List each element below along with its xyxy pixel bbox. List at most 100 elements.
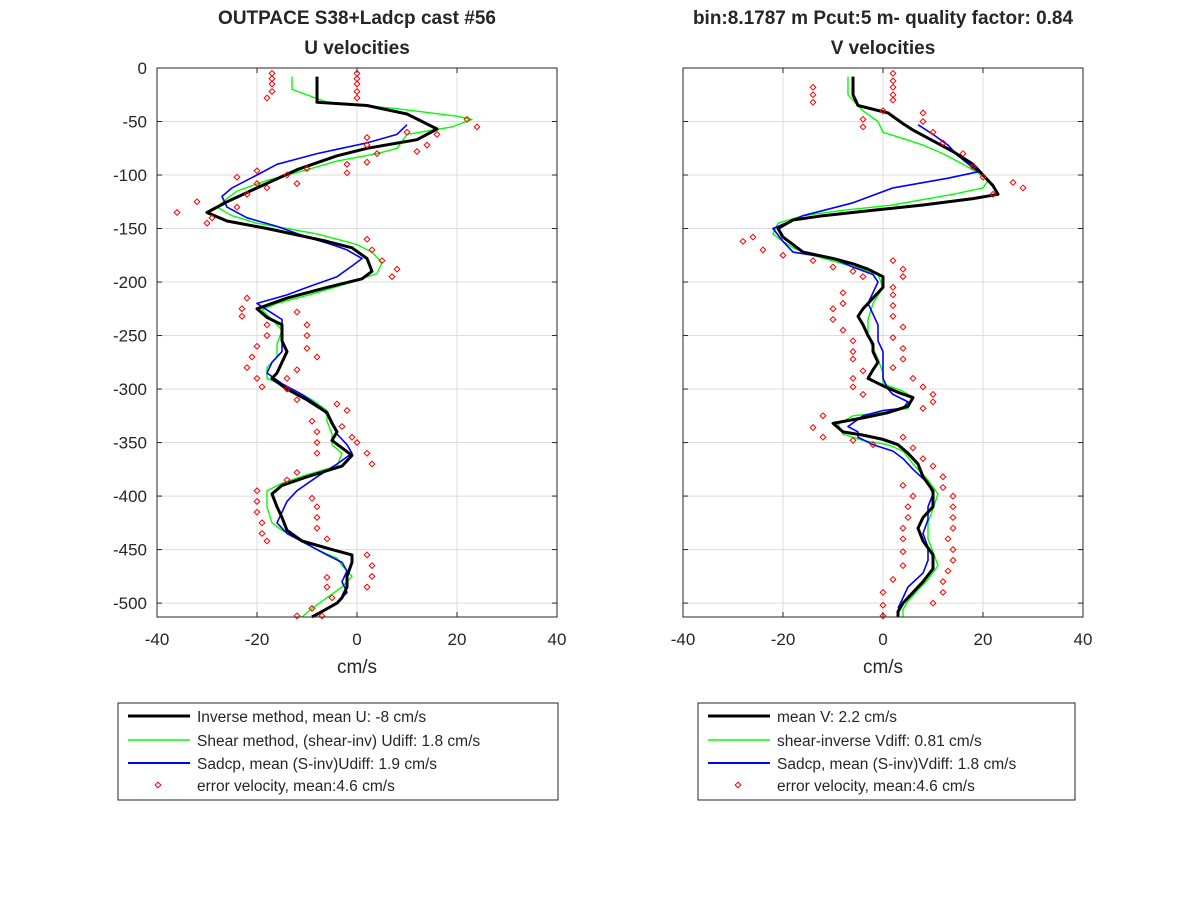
error-velocity-marker: [949, 546, 957, 554]
error-velocity-marker: [363, 551, 371, 559]
error-velocity-marker: [338, 422, 346, 431]
error-velocity-marker: [233, 203, 241, 211]
right-legend-error-label: error velocity, mean:4.6 cm/s: [777, 778, 975, 795]
error-velocity-marker: [253, 342, 261, 350]
error-velocity-marker: [849, 383, 857, 391]
error-velocity-marker: [323, 535, 331, 543]
error-velocity-marker: [268, 80, 276, 88]
error-velocity-marker: [243, 364, 251, 372]
error-velocity-marker: [248, 353, 256, 361]
error-velocity-marker: [293, 396, 301, 404]
error-velocity-marker: [363, 583, 371, 591]
error-velocity-marker: [889, 77, 897, 85]
y-tick-label: -200: [113, 273, 147, 292]
error-velocity-marker: [869, 441, 877, 449]
error-velocity-marker: [889, 364, 897, 372]
error-velocity-marker: [308, 604, 316, 612]
error-velocity-marker: [849, 374, 857, 382]
error-velocity-marker: [944, 567, 952, 575]
y-tick-label: -500: [113, 594, 147, 613]
x-tick-label: 40: [548, 630, 567, 649]
error-velocity-marker: [809, 98, 817, 106]
error-velocity-marker: [919, 383, 927, 391]
error-velocity-marker: [939, 483, 947, 492]
error-velocity-marker: [203, 219, 211, 227]
error-velocity-marker: [263, 321, 271, 329]
error-velocity-marker: [328, 594, 336, 602]
error-velocity-marker: [363, 449, 371, 457]
error-velocity-marker: [989, 190, 997, 198]
error-velocity-marker: [929, 128, 937, 136]
error-velocity-marker: [949, 492, 957, 500]
error-velocity-marker: [283, 385, 291, 393]
error-velocity-marker: [313, 513, 321, 522]
error-velocity-marker: [268, 88, 276, 96]
x-tick-label: 20: [974, 630, 993, 649]
error-velocity-marker: [849, 267, 857, 275]
error-velocity-marker: [859, 367, 867, 375]
x-tick-label: 20: [448, 630, 467, 649]
error-velocity-marker: [208, 214, 216, 222]
error-velocity-marker: [268, 75, 276, 83]
error-velocity-marker: [253, 180, 261, 188]
error-velocity-marker: [939, 473, 947, 481]
x-tick-label: 0: [352, 630, 361, 649]
error-velocity-marker: [829, 263, 837, 271]
error-velocity-marker: [939, 588, 947, 596]
error-velocity-marker: [839, 326, 847, 334]
left-legend-box: [117, 702, 559, 801]
error-velocity-marker: [313, 524, 321, 532]
right-grid: [683, 68, 1083, 617]
error-velocity-marker: [238, 312, 246, 320]
error-velocity-marker: [373, 150, 381, 158]
error-velocity-marker: [313, 353, 321, 361]
error-velocity-marker: [809, 83, 817, 91]
error-velocity-marker: [929, 390, 937, 398]
error-velocity-marker: [308, 494, 316, 502]
left-legend-error-label: error velocity, mean:4.6 cm/s: [197, 778, 395, 795]
error-velocity-marker: [263, 184, 271, 192]
error-velocity-marker: [253, 167, 261, 175]
error-velocity-marker: [839, 289, 847, 297]
error-velocity-marker: [343, 406, 351, 414]
error-velocity-marker: [463, 115, 471, 123]
error-velocity-marker: [303, 344, 311, 352]
error-velocity-marker: [879, 107, 887, 115]
left-grid: [157, 68, 557, 617]
y-tick-label: -150: [113, 220, 147, 239]
error-velocity-marker: [909, 444, 917, 452]
left-series-group: [173, 69, 481, 620]
left-inverse-line: [205, 76, 439, 619]
x-tick-label: -40: [145, 630, 170, 649]
error-velocity-marker: [293, 366, 301, 374]
error-velocity-marker: [353, 80, 361, 88]
error-velocity-marker: [829, 305, 837, 313]
right-legend-sadcp-label: Sadcp, mean (S-inv)Vdiff: 1.8 cm/s: [777, 756, 1016, 773]
error-velocity-marker: [283, 374, 291, 382]
y-tick-label: -350: [113, 434, 147, 453]
error-velocity-marker: [423, 141, 431, 149]
error-velocity-marker: [829, 315, 837, 324]
error-velocity-marker: [433, 130, 441, 138]
right-series-group: [739, 69, 1027, 620]
error-velocity-marker: [959, 150, 967, 158]
error-velocity-marker: [919, 117, 927, 126]
error-velocity-marker: [313, 503, 321, 511]
error-velocity-marker: [303, 321, 311, 329]
right-legend-shear-label: shear-inverse Vdiff: 0.81 cm/s: [777, 733, 982, 750]
error-velocity-marker: [939, 139, 947, 147]
error-velocity-marker: [889, 257, 897, 265]
error-velocity-marker: [899, 562, 907, 570]
error-velocity-marker: [899, 355, 907, 363]
error-velocity-marker: [889, 96, 897, 104]
error-velocity-marker: [889, 576, 897, 584]
error-velocity-marker: [949, 556, 957, 564]
error-velocity-marker: [473, 123, 481, 131]
error-velocity-marker: [899, 481, 907, 489]
error-velocity-marker: [283, 171, 291, 179]
error-velocity-marker: [939, 578, 947, 586]
error-velocity-marker: [403, 128, 411, 136]
right-title-line1: bin:8.1787 m Pcut:5 m- quality factor: 0…: [693, 8, 1074, 29]
error-velocity-marker: [258, 529, 266, 538]
error-velocity-marker: [323, 583, 331, 591]
